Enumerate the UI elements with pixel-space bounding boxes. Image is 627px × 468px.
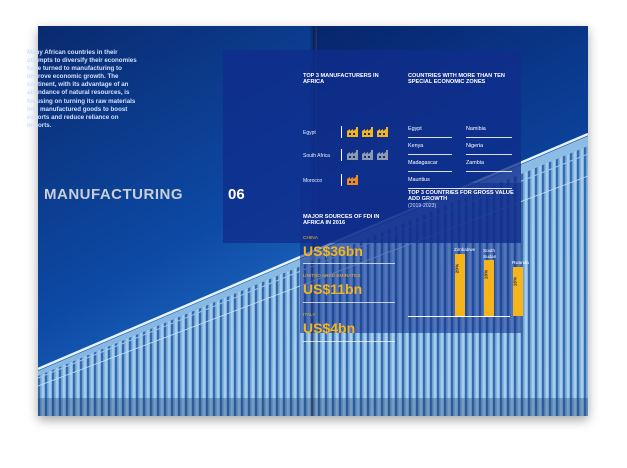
gva-bar-category: South Sudan (483, 248, 497, 259)
intro-paragraph: Many African countries in their attempts… (27, 49, 137, 129)
zone-country: Egypt (408, 126, 422, 132)
gva-chart-heading: TOP 3 COUNTRIES FOR GROSS VALUE ADD GROW… (408, 190, 518, 209)
fdi-value: US$4bn (303, 320, 356, 336)
gva-chart-title: TOP 3 COUNTRIES FOR GROSS VALUE ADD GROW… (408, 190, 514, 203)
manufacturer-country: Egypt (303, 130, 316, 136)
zone-country: Namibia (466, 126, 486, 132)
divider (408, 171, 452, 172)
manufacturer-row: Egypt (303, 125, 403, 141)
manufacturers-heading: TOP 3 MANUFACTURERS IN AFRICA (303, 73, 379, 86)
chart-baseline (408, 316, 510, 317)
gva-bar (484, 260, 494, 316)
gva-bar-value: 18% (484, 270, 490, 280)
zone-country: Zambia (466, 160, 484, 166)
manufacturer-row: South Africa (303, 148, 403, 164)
section-number: 06 (228, 186, 245, 203)
zone-country: Mauritius (408, 177, 430, 183)
divider (341, 149, 342, 161)
fdi-country: China (303, 236, 318, 241)
fdi-heading: MAJOR SOURCES OF FDI IN AFRICA IN 2016 (303, 214, 380, 227)
factory-icon (347, 127, 358, 137)
fdi-value: US$11bn (303, 281, 363, 297)
factory-icon (377, 127, 388, 137)
divider (408, 188, 512, 189)
factory-icon (362, 150, 373, 160)
gva-bar-category: Zimbabwe (454, 247, 476, 253)
zone-country: Nigeria (466, 143, 484, 149)
gva-bar-value: 16% (513, 276, 519, 286)
fdi-country: Italy (303, 313, 316, 318)
section-title: MANUFACTURING (44, 186, 183, 203)
factory-icon (377, 150, 388, 160)
manufacturer-country: Morocco (303, 178, 323, 184)
divider (303, 341, 395, 342)
divider (466, 154, 512, 155)
divider (466, 137, 512, 138)
factory-icon (347, 150, 358, 160)
gva-chart-subtitle: (2019-2023) (408, 202, 437, 209)
manufacturer-row: Morocco (303, 173, 403, 189)
divider (303, 263, 395, 264)
gva-bar-category: Rwanda (512, 259, 529, 265)
divider (408, 154, 452, 155)
zone-country: Kenya (408, 143, 424, 149)
divider (466, 171, 512, 172)
factory-icon (347, 175, 358, 185)
gva-bar (455, 254, 465, 316)
fdi-value: US$36bn (303, 243, 363, 259)
divider (408, 137, 452, 138)
gva-bar (513, 266, 523, 316)
fdi-country: United Arab Emirates (303, 274, 361, 279)
divider (341, 174, 342, 186)
zone-country: Madagascar (408, 160, 438, 166)
gva-bar-value: 20% (455, 263, 461, 274)
divider (341, 126, 342, 138)
factory-icon (362, 127, 373, 137)
zones-heading: COUNTRIES WITH MORE THAN TEN SPECIAL ECO… (408, 73, 505, 86)
manufacturer-country: South Africa (303, 153, 330, 159)
divider (303, 302, 395, 303)
